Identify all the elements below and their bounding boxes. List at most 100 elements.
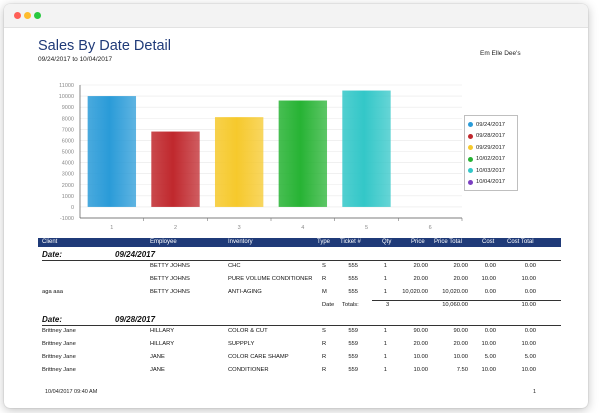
cell-employee: BETTY JOHNS: [150, 289, 190, 295]
totals-label: Totals:: [342, 302, 359, 308]
table-row: Brittney Jane JANE CONDITIONER R 559 1 10.00 7.…: [0, 367, 600, 376]
bar-2: [151, 131, 200, 207]
cell-ticket: 559: [348, 354, 358, 360]
cell-cost-total: 0.00: [524, 328, 536, 334]
cell-qty: 1: [383, 354, 387, 360]
totals-price-total: 10,060.00: [442, 302, 468, 308]
report-title: Sales By Date Detail: [38, 38, 171, 54]
legend-label: 10/03/2017: [476, 167, 506, 174]
cell-price-total: 20.00: [453, 276, 468, 282]
table-row: BETTY JOHNS CHC S 555 1 20.00 20.00 0.00 0.00: [0, 263, 600, 272]
cell-ticket: 555: [348, 289, 358, 295]
cell-employee: HILLARY: [150, 341, 175, 347]
cell-cost: 10.00: [481, 341, 496, 347]
cell-inventory: COLOR & CUT: [228, 328, 268, 334]
totals-qty: 3: [386, 302, 390, 308]
company-name: Em Elle Dee's: [480, 50, 521, 57]
cell-client: Brittney Jane: [42, 341, 76, 347]
table-row: BETTY JOHNS PURE VOLUME CONDITIONER R 555 1 2…: [0, 276, 600, 285]
y-tick-label: 5000: [62, 150, 74, 156]
cell-type: S: [322, 263, 326, 269]
legend-swatch: [468, 133, 473, 139]
cell-cost-total: 0.00: [524, 263, 536, 269]
x-tick-label: 6: [429, 225, 432, 231]
bar-3: [214, 117, 264, 207]
table-row: Brittney Jane HILLARY COLOR & CUT S 559 1 90.0…: [0, 328, 600, 337]
cell-client: Brittney Jane: [42, 354, 76, 360]
cell-price: 10.00: [413, 354, 428, 360]
x-tick-label: 4: [301, 225, 304, 231]
maximize-window-icon[interactable]: [34, 12, 41, 19]
cell-type: M: [322, 289, 327, 295]
y-tick-label: 2000: [62, 183, 74, 189]
x-tick-label: 2: [174, 225, 177, 231]
cell-qty: 1: [383, 276, 387, 282]
cell-price: 20.00: [413, 263, 428, 269]
cell-ticket: 559: [348, 367, 358, 373]
cell-qty: 1: [383, 367, 387, 373]
cell-cost-total: 10.00: [521, 276, 536, 282]
chart-legend: 09/24/2017 09/28/2017 09/29/2017 10/02/2017…: [464, 115, 518, 191]
y-tick-label: 4000: [62, 161, 74, 167]
legend-swatch: [468, 145, 473, 151]
y-tick-label: 3000: [62, 172, 74, 178]
cell-price: 20.00: [413, 341, 428, 347]
cell-type: R: [322, 276, 327, 282]
cell-price-total: 20.00: [453, 341, 468, 347]
cell-employee: JANE: [150, 354, 165, 360]
cell-qty: 1: [383, 289, 387, 295]
minimize-window-icon[interactable]: [24, 12, 31, 19]
table-header: Client Employee Inventory Type Ticket # …: [38, 238, 561, 247]
cell-employee: BETTY JOHNS: [150, 263, 190, 269]
header-cost: Cost: [482, 239, 495, 245]
y-tick-label: 0: [71, 205, 74, 211]
cell-cost-total: 10.00: [521, 367, 536, 373]
group-date-value: 09/24/2017: [115, 250, 156, 259]
legend-swatch: [468, 179, 473, 185]
cell-inventory: ANTI-AGING: [228, 289, 262, 295]
cell-price: 20.00: [413, 276, 428, 282]
bar-1: [87, 96, 137, 207]
close-window-icon[interactable]: [14, 12, 21, 19]
cell-qty: 1: [383, 263, 387, 269]
cell-price: 10,020.00: [402, 289, 428, 295]
table-row: Brittney Jane JANE COLOR CARE SHAMP R 559 1 10…: [0, 354, 600, 363]
cell-cost: 10.00: [481, 367, 496, 373]
legend-label: 09/28/2017: [476, 133, 506, 140]
cell-price: 90.00: [413, 328, 428, 334]
cell-qty: 1: [383, 328, 387, 334]
cell-type: R: [322, 341, 327, 347]
y-tick-label: 9000: [62, 105, 74, 111]
cell-inventory: SUPPPLY: [228, 341, 255, 347]
y-tick-label: 1000: [62, 194, 74, 200]
totals-divider: [372, 300, 561, 301]
y-tick-label: 11000: [59, 83, 74, 89]
cell-type: R: [322, 354, 327, 360]
cell-cost: 10.00: [481, 276, 496, 282]
cell-cost-total: 5.00: [524, 354, 536, 360]
window-titlebar: [4, 4, 588, 28]
header-ticket: Ticket #: [340, 239, 361, 245]
cell-cost: 0.00: [484, 263, 496, 269]
totals-date-label: Date: [322, 302, 335, 308]
y-tick-label: 6000: [62, 138, 74, 144]
cell-qty: 1: [383, 341, 387, 347]
legend-item: 09/24/2017: [468, 119, 514, 131]
legend-label: 09/24/2017: [476, 121, 506, 128]
legend-swatch: [468, 168, 473, 174]
cell-ticket: 559: [348, 328, 358, 334]
cell-ticket: 555: [348, 276, 358, 282]
cell-price: 10.00: [413, 367, 428, 373]
report-date-range: 09/24/2017 to 10/04/2017: [38, 56, 113, 63]
header-cost-total: Cost Total: [507, 239, 534, 245]
cell-employee: HILLARY: [150, 328, 175, 334]
footer-page-number: 1: [533, 389, 537, 395]
cell-employee: JANE: [150, 367, 165, 373]
header-price-total: Price Total: [434, 239, 462, 245]
legend-item: 10/03/2017: [468, 165, 514, 177]
x-tick-label: 5: [365, 225, 368, 231]
legend-item: 09/28/2017: [468, 131, 514, 143]
cell-employee: BETTY JOHNS: [150, 276, 190, 282]
header-inventory: Inventory: [228, 239, 253, 245]
